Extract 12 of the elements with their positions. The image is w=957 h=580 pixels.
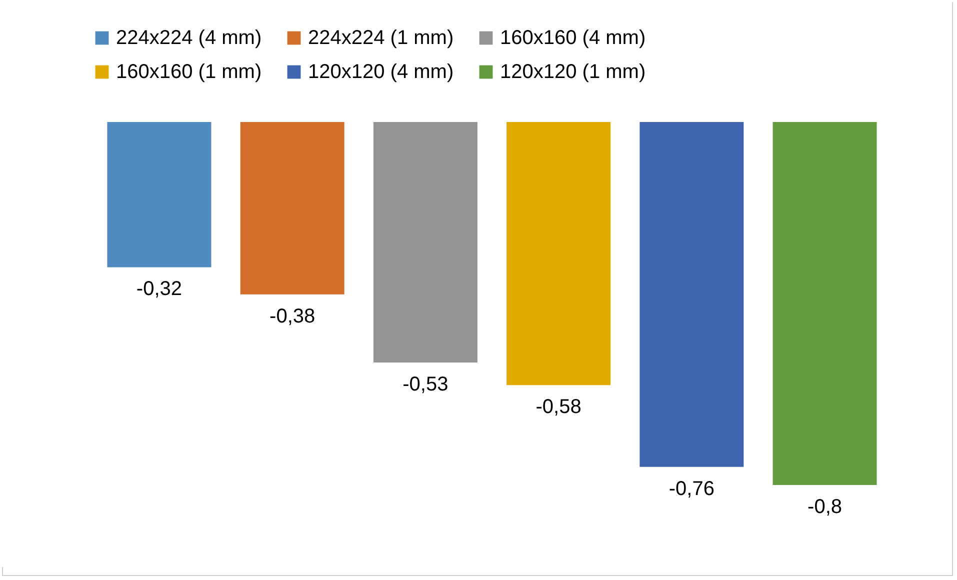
legend-label: 160x160 (4 mm) bbox=[500, 27, 646, 49]
legend-label: 160x160 (1 mm) bbox=[116, 61, 262, 83]
data-label: -0,8 bbox=[808, 496, 842, 518]
legend-label: 224x224 (4 mm) bbox=[116, 27, 262, 49]
data-label: -0,38 bbox=[270, 305, 316, 328]
legend-label: 224x224 (1 mm) bbox=[308, 27, 454, 49]
legend-label: 120x120 (1 mm) bbox=[500, 61, 646, 83]
data-label: -0,76 bbox=[668, 478, 714, 500]
legend-label: 120x120 (4 mm) bbox=[308, 61, 454, 83]
data-label: -0,58 bbox=[536, 396, 582, 418]
data-label: -0,32 bbox=[136, 278, 182, 300]
data-label: -0,53 bbox=[402, 373, 448, 396]
